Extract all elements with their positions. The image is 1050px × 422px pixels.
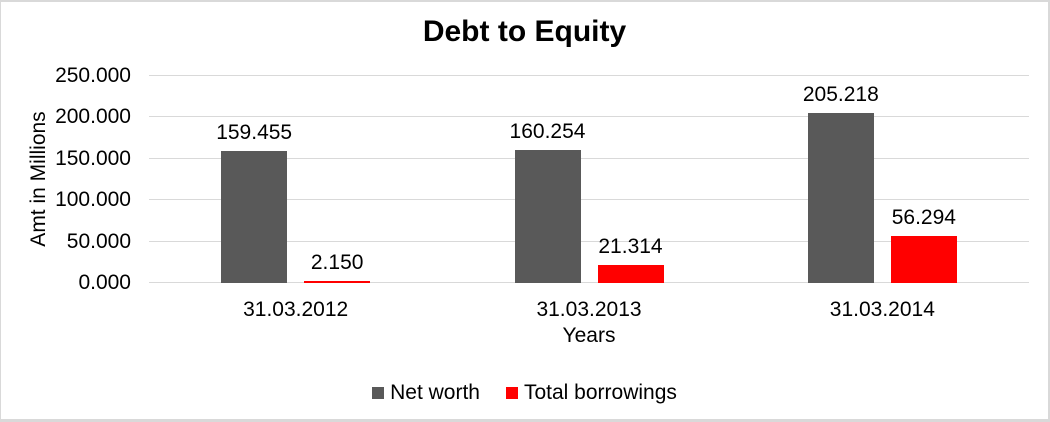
legend-item-net-worth: Net worth <box>372 381 480 405</box>
x-category-label-31-03-2014: 31.03.2014 <box>829 298 935 321</box>
gridline-250 <box>149 75 1029 76</box>
y-tick-label: 200.000 <box>55 105 131 129</box>
legend-label: Total borrowings <box>523 381 677 404</box>
chart-title: Debt to Equity <box>422 15 627 48</box>
legend-swatch-icon <box>372 387 385 399</box>
y-axis-title: Amt in Millions <box>27 111 50 247</box>
y-tick-label: 0.000 <box>78 271 131 294</box>
gridline-50 <box>149 240 1029 242</box>
value-label-net-worth-31-03-2014: 205.218 <box>802 83 879 106</box>
x-axis-title: Years <box>562 324 616 347</box>
x-category-label-31-03-2013: 31.03.2013 <box>536 298 642 321</box>
bar-total-borrowings-31-03-2013 <box>597 265 664 283</box>
bar-net-worth-31-03-2014 <box>807 113 874 283</box>
y-tick-label: 100.000 <box>55 188 131 212</box>
bar-total-borrowings-31-03-2012 <box>304 281 371 283</box>
bar-net-worth-31-03-2013 <box>514 150 581 283</box>
y-tick-label: 250.000 <box>55 64 131 87</box>
gridline-100 <box>149 199 1029 201</box>
bar-total-borrowings-31-03-2014 <box>890 236 957 283</box>
gridline-0 <box>149 282 1029 283</box>
y-tick-label: 50.000 <box>66 229 131 253</box>
legend: Net worth Total borrowings <box>1 381 1048 405</box>
plot-area: 159.455 160.254 205.218 2.150 21.314 56.294 <box>149 75 1029 283</box>
value-label-total-borrowings-31-03-2013: 21.314 <box>598 235 663 258</box>
legend-label: Net worth <box>390 381 480 404</box>
legend-swatch-icon <box>505 387 518 399</box>
legend-item-total-borrowings: Total borrowings <box>505 381 677 405</box>
value-label-total-borrowings-31-03-2012: 2.150 <box>310 251 364 274</box>
gridline-200 <box>149 116 1029 118</box>
value-label-total-borrowings-31-03-2014: 56.294 <box>891 206 956 229</box>
gridline-150 <box>149 157 1029 159</box>
x-category-label-31-03-2012: 31.03.2012 <box>243 298 349 321</box>
value-label-net-worth-31-03-2013: 160.254 <box>509 120 586 143</box>
value-label-net-worth-31-03-2012: 159.455 <box>216 121 293 144</box>
bar-net-worth-31-03-2012 <box>221 151 288 283</box>
y-tick-label: 150.000 <box>55 146 131 170</box>
